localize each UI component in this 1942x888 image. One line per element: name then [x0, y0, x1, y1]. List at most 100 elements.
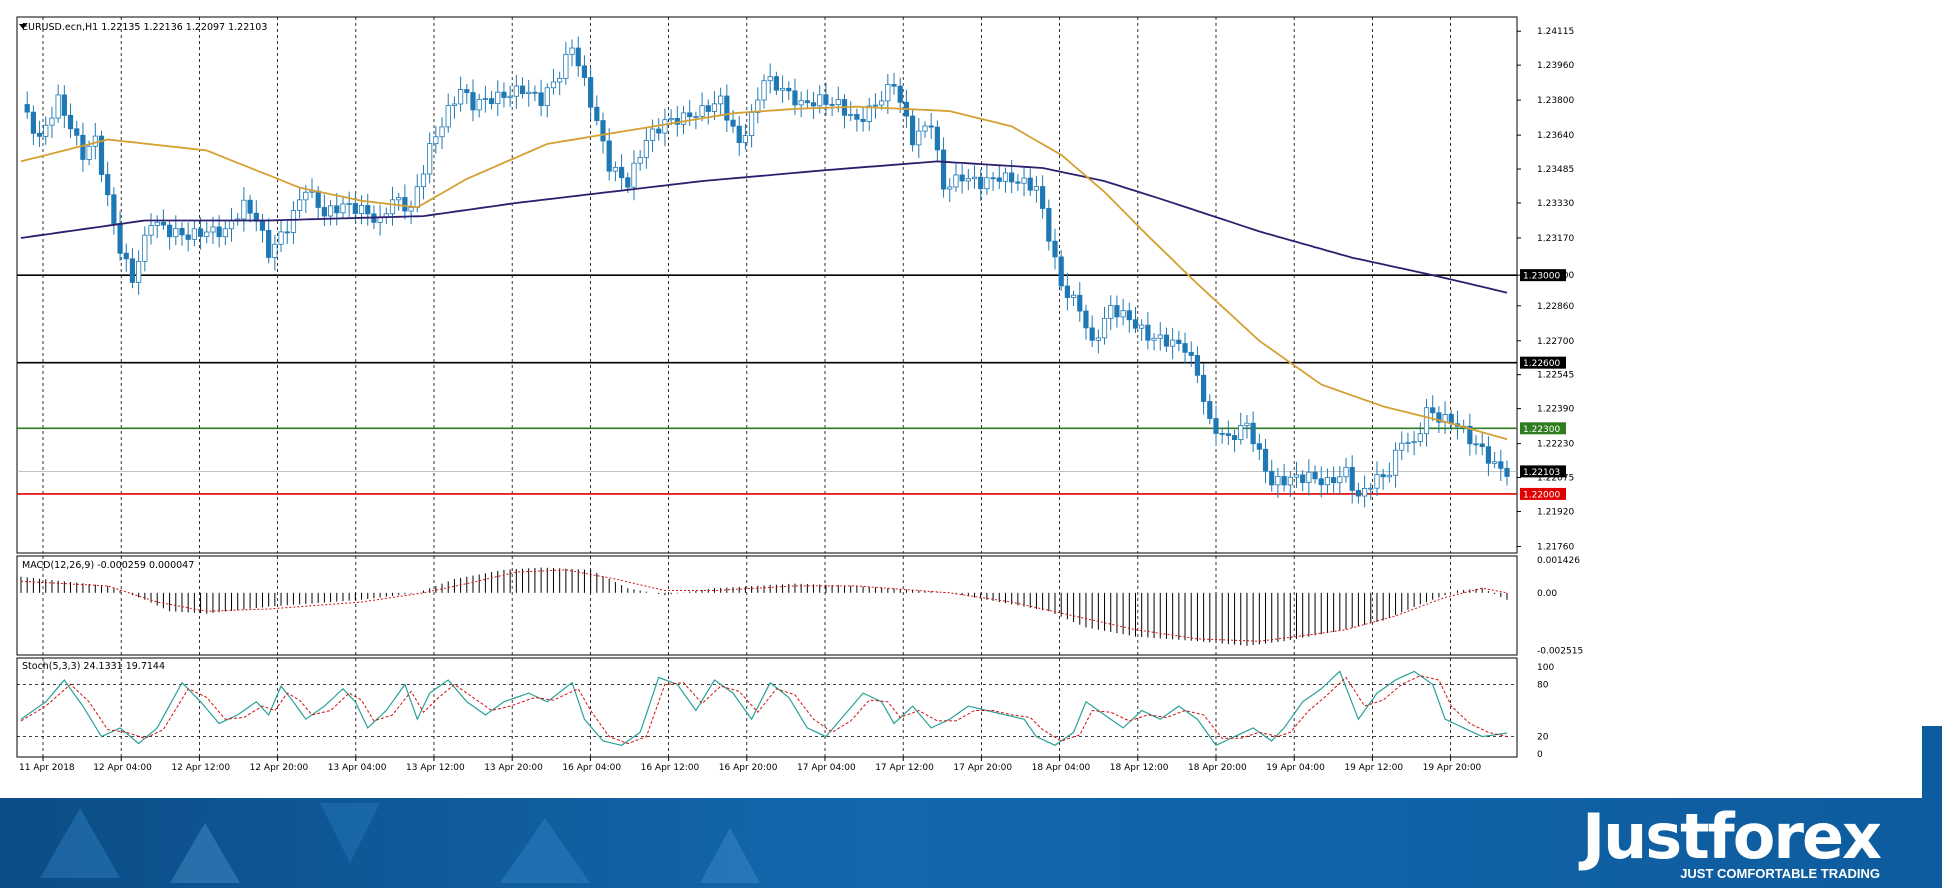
candle-body [1269, 470, 1275, 486]
candle-body [513, 85, 519, 97]
candle-body [786, 87, 792, 92]
candle-body [327, 205, 334, 217]
x-tick-label: 12 Apr 04:00 [93, 763, 152, 773]
y-tick-label: 1.23960 [1537, 61, 1574, 71]
candle-body [718, 95, 724, 105]
y-tick-label: 1.23330 [1537, 199, 1574, 209]
candle-body [1101, 317, 1108, 339]
candle-body [389, 199, 396, 215]
candle-body [928, 125, 934, 128]
x-tick-label: 13 Apr 12:00 [406, 763, 465, 773]
candle-body [1392, 449, 1399, 476]
x-tick-label: 18 Apr 20:00 [1188, 763, 1247, 773]
candle-body [1386, 474, 1392, 478]
brand-logo: Justforex [1582, 800, 1882, 873]
candle-body [879, 100, 885, 106]
candle-body [495, 91, 501, 105]
candle-body [315, 190, 321, 208]
y-tick-label: 1.23170 [1537, 234, 1574, 244]
candle-body [160, 221, 167, 226]
level-label: 1.22103 [1523, 468, 1560, 478]
candle-body [1083, 310, 1089, 329]
candle-body [111, 194, 117, 224]
candle-body [742, 135, 749, 144]
candle-body [154, 221, 160, 226]
macd-label: MACD(12,26,9) -0.000259 0.000047 [22, 560, 194, 571]
x-tick-label: 13 Apr 20:00 [484, 763, 543, 773]
candle-body [662, 119, 668, 134]
x-tick-label: 12 Apr 12:00 [171, 763, 230, 773]
candle-body [30, 111, 36, 134]
candle-body [749, 112, 755, 136]
candle-body [1281, 476, 1287, 486]
stoch-main-line [20, 670, 1508, 747]
y-tick-label: 1.22230 [1537, 440, 1574, 450]
candle-body [916, 130, 922, 146]
candle-body [798, 100, 804, 106]
candle-body [1033, 186, 1040, 191]
candle-body [272, 243, 278, 258]
level-badge [1520, 269, 1566, 282]
candle-body [1064, 285, 1070, 298]
stoch-tick-label: 100 [1537, 663, 1554, 673]
symbol-info: EURUSD.ecn,H1 1.22135 1.22136 1.22097 1.… [22, 22, 267, 33]
price-panel: EURUSD.ecn,H1 1.22135 1.22136 1.22097 1.… [16, 16, 1574, 554]
candle-body [1163, 334, 1170, 347]
candle-body [947, 186, 953, 190]
candle-body [526, 91, 532, 95]
x-axis: 11 Apr 2018 12 Apr 04:00 12 Apr 12:00 12 Ap… [19, 757, 1482, 773]
candle-body [779, 87, 786, 91]
candle-body [1139, 324, 1145, 329]
candle-body [618, 166, 625, 179]
candle-body [1120, 310, 1126, 318]
candle-body [866, 105, 872, 122]
x-tick-label: 11 Apr 2018 [19, 763, 75, 773]
candle-body [940, 149, 947, 190]
candle-body [1318, 478, 1324, 486]
candle-body [810, 102, 817, 107]
level-badge [1520, 356, 1566, 369]
candle-body [643, 140, 649, 158]
candle-body [191, 228, 197, 240]
candle-body [501, 91, 507, 98]
candle-body [730, 119, 736, 127]
candle-body [1473, 443, 1479, 446]
x-tick-label: 17 Apr 04:00 [797, 763, 856, 773]
candle-body [1089, 327, 1095, 341]
candle-body [755, 99, 761, 113]
y-tick-label: 1.22075 [1537, 474, 1574, 484]
candle-body [823, 94, 829, 105]
candle-body [1423, 407, 1430, 435]
y-tick-label: 1.22860 [1537, 302, 1574, 312]
candle-body [600, 120, 606, 142]
candle-body [680, 112, 687, 125]
candle-body [80, 134, 86, 160]
brand-banner: Justforex JUST COMFORTABLE TRADING [0, 798, 1942, 888]
candle-body [86, 145, 92, 160]
candle-body [860, 118, 866, 122]
level-label: 1.22300 [1523, 425, 1560, 435]
stoch-tick-label: 20 [1537, 733, 1549, 743]
candle-body [482, 98, 488, 100]
candle-body [581, 65, 588, 78]
candle-body [166, 224, 173, 238]
chart-area: EURUSD.ecn,H1 1.22135 1.22136 1.22097 1.… [16, 16, 1583, 773]
candle-body [1485, 446, 1492, 464]
candle-body [544, 87, 550, 107]
candle-body [433, 136, 439, 145]
candle-body [959, 174, 965, 182]
candle-body [228, 220, 235, 230]
panel-frame [16, 555, 1518, 656]
candle-body [1002, 172, 1009, 182]
candle-body [550, 81, 557, 89]
candle-body [569, 47, 575, 55]
candle-body [185, 234, 191, 240]
level-label: 1.23000 [1523, 272, 1560, 282]
candle-body [767, 76, 773, 82]
decor-triangle [40, 808, 120, 878]
x-tick-label: 16 Apr 20:00 [719, 763, 778, 773]
candle-body [910, 115, 916, 146]
brand-tagline: JUST COMFORTABLE TRADING [1680, 866, 1880, 881]
candle-body [340, 203, 346, 214]
candle-body [724, 95, 730, 121]
